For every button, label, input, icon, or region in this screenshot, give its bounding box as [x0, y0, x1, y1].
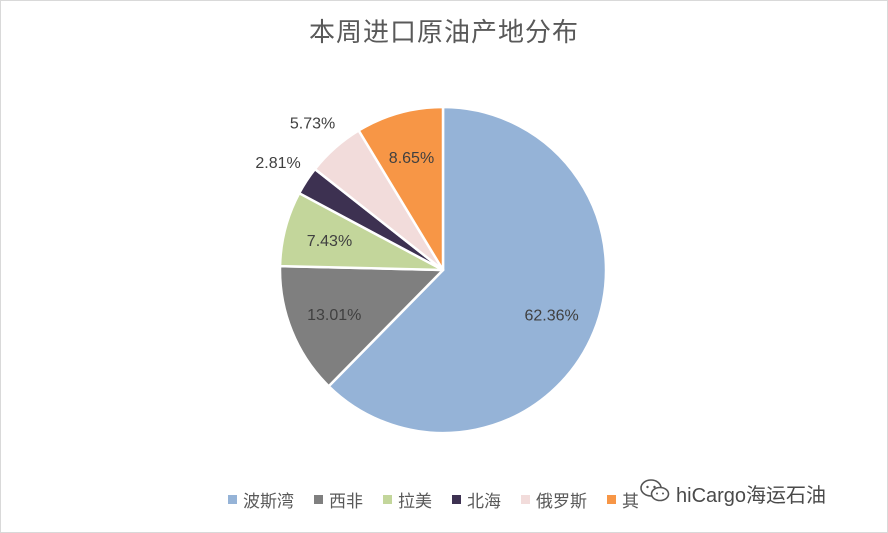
pie-slice-5 — [357, 105, 445, 272]
wechat-icon — [640, 478, 670, 508]
legend-item-1: 西非 — [314, 487, 363, 512]
legend-swatch — [452, 495, 461, 504]
watermark-text: hiCargo海运石油 — [676, 484, 827, 507]
legend-swatch — [383, 495, 392, 504]
legend-label: 北海 — [467, 492, 501, 512]
chart-legend: 波斯湾西非拉美北海俄罗斯其他 — [228, 487, 676, 512]
data-label-5: 8.65% — [389, 150, 434, 167]
legend-swatch — [228, 495, 237, 504]
legend-item-3: 北海 — [452, 487, 501, 512]
data-label-3: 2.81% — [255, 155, 300, 172]
legend-swatch — [607, 495, 616, 504]
legend-item-0: 波斯湾 — [228, 487, 294, 512]
legend-swatch — [521, 495, 530, 504]
legend-label: 俄罗斯 — [536, 492, 587, 512]
pie-slice-0 — [327, 105, 608, 435]
data-label-1: 13.01% — [307, 307, 361, 324]
pie-slice-1 — [278, 264, 445, 388]
legend-label: 波斯湾 — [243, 492, 294, 512]
chart-title: 本周进口原油产地分布 — [308, 18, 579, 48]
legend-item-2: 拉美 — [383, 487, 432, 512]
data-label-0: 62.36% — [524, 307, 578, 324]
legend-label: 拉美 — [398, 492, 432, 512]
legend-label: 西非 — [329, 492, 363, 512]
legend-swatch — [314, 495, 323, 504]
data-label-4: 5.73% — [290, 115, 335, 132]
watermark: hiCargo海运石油 — [638, 476, 831, 510]
data-label-2: 7.43% — [307, 233, 352, 250]
legend-item-4: 俄罗斯 — [521, 487, 587, 512]
